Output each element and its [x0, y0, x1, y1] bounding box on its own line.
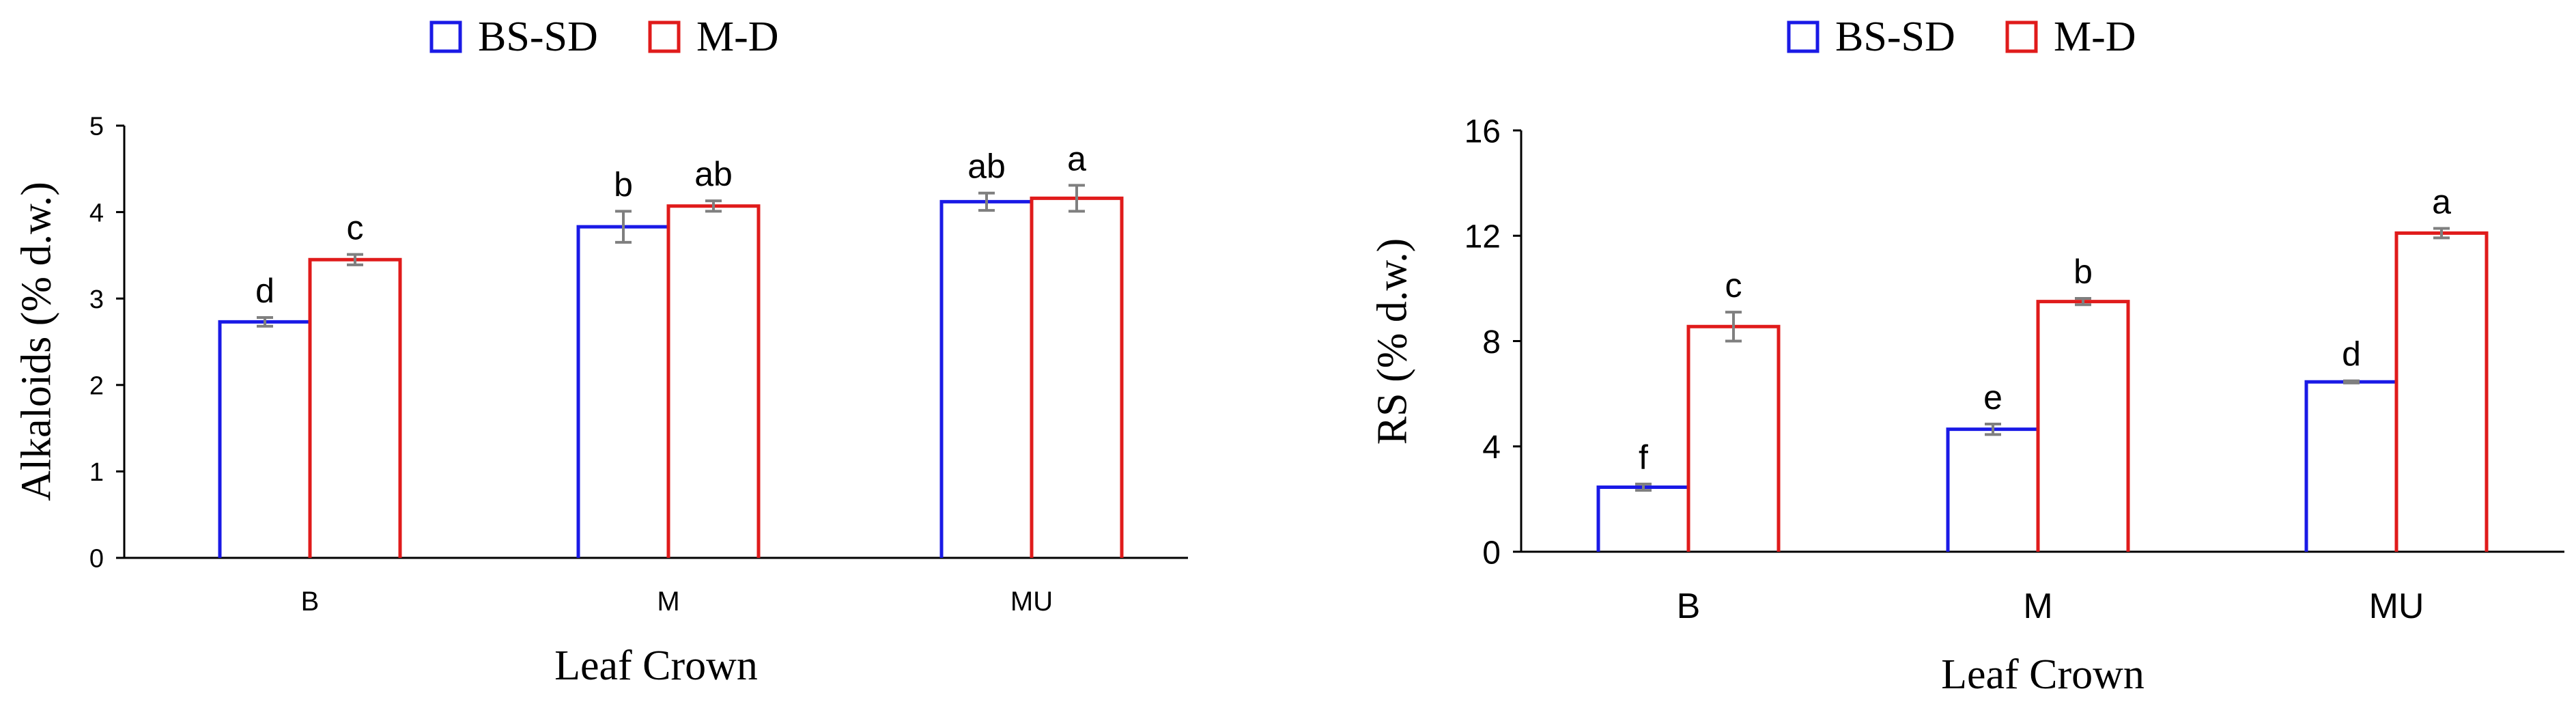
error-bar	[2433, 227, 2450, 240]
x-tick-label-mu: MU	[1010, 587, 1053, 617]
legend-label-bs-sd: BS-SD	[1835, 14, 1955, 60]
legend-swatch-bs-sd	[1787, 20, 1820, 53]
legend-swatch-bs-sd	[429, 20, 462, 53]
bar-m-d-mu	[2394, 231, 2489, 552]
bar-m-d-b	[1686, 324, 1781, 552]
y-tick-label: 0	[1482, 535, 1501, 571]
error-bar	[1068, 184, 1085, 213]
x-tick-label-b: B	[301, 587, 320, 617]
significance-letter: a	[2432, 182, 2451, 221]
significance-letter: b	[2073, 253, 2093, 291]
y-axis-title: RS (% d.w.)	[1370, 238, 1416, 445]
x-tick-label-mu: MU	[2369, 587, 2424, 626]
significance-letter: ab	[967, 147, 1006, 186]
error-bar	[978, 191, 995, 212]
y-tick-label: 12	[1464, 219, 1501, 255]
legend-label-m-d: M-D	[696, 14, 779, 60]
chart-alkaloids: BS-SD M-D 0 1 2 3 4 5 B M MU d b ab c ab a Leaf Crown Alka…	[14, 14, 1188, 689]
bar-bs-sd-mu	[939, 199, 1034, 558]
significance-letter: d	[255, 272, 274, 310]
significance-letter: c	[347, 209, 364, 247]
x-tick-label-m: M	[2023, 587, 2052, 626]
legend-swatch-m-d	[2005, 20, 2038, 53]
significance-letter: ab	[694, 155, 733, 193]
y-tick-label: 16	[1464, 113, 1501, 150]
y-tick-label: 0	[89, 545, 104, 574]
error-bar	[257, 316, 273, 328]
x-axis-title: Leaf Crown	[554, 643, 758, 689]
y-tick-label: 5	[89, 113, 104, 141]
y-axis-title: Alkaloids (% d.w.)	[14, 182, 60, 501]
y-tick-label: 4	[1482, 430, 1501, 466]
legend-swatch-m-d	[648, 20, 681, 53]
bar-bs-sd-m	[576, 225, 670, 558]
significance-letter: a	[1067, 139, 1086, 178]
error-bar	[705, 199, 722, 213]
y-tick-label: 1	[89, 458, 104, 487]
significance-letter: f	[1639, 438, 1648, 477]
significance-letter: e	[1983, 378, 2002, 417]
bar-bs-sd-b	[1596, 485, 1690, 552]
x-tick-label-b: B	[1677, 587, 1701, 626]
x-axis-title: Leaf Crown	[1941, 651, 2145, 698]
error-bar	[1635, 482, 1652, 492]
y-tick-label: 8	[1482, 324, 1501, 361]
error-bar	[2343, 379, 2360, 384]
x-tick-label-m: M	[657, 587, 679, 617]
bar-m-d-mu	[1030, 196, 1124, 558]
error-bar	[615, 210, 632, 244]
y-tick-label: 2	[89, 371, 104, 400]
bar-m-d-m	[2036, 300, 2130, 552]
bar-bs-sd-b	[218, 320, 312, 558]
error-bar	[1725, 311, 1742, 343]
bar-bs-sd-mu	[2304, 380, 2398, 552]
y-tick-label: 4	[89, 199, 104, 227]
error-bar	[347, 253, 363, 266]
bar-m-d-m	[666, 204, 761, 558]
significance-letter: d	[2342, 335, 2361, 374]
legend-label-m-d: M-D	[2054, 14, 2136, 60]
bar-m-d-b	[308, 257, 402, 558]
legend-label-bs-sd: BS-SD	[478, 14, 598, 60]
chart-rs: BS-SD M-D 0 4 8 12 16 B M MU f e d c b a Leaf Crown RS (%…	[1370, 14, 2564, 698]
y-tick-label: 3	[89, 285, 104, 314]
error-bar	[1985, 422, 2001, 436]
bar-bs-sd-m	[1946, 427, 2040, 552]
error-bar	[2075, 297, 2091, 307]
significance-letter: c	[1725, 266, 1742, 305]
significance-letter: b	[614, 165, 633, 203]
